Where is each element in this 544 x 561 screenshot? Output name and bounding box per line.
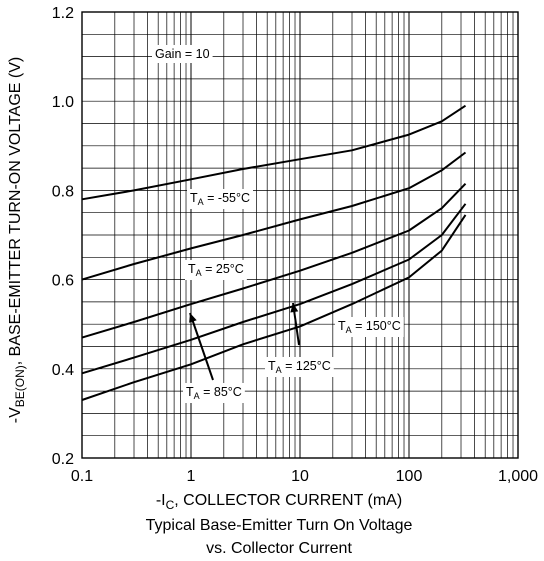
label-tA-125-bg: [265, 357, 334, 377]
label-tA-minus55-bg: [187, 189, 253, 209]
y-tick-label: 1.0: [52, 94, 74, 111]
label-tA-85-text: TA = 85°C: [186, 385, 242, 401]
label-tA-150: TA = 150°C: [335, 317, 404, 337]
arrow-tA-85: [189, 312, 214, 381]
chart-subtitle: vs. Collector Current: [206, 540, 352, 557]
series-line-0: [81, 104, 467, 201]
x-tick-label: 100: [396, 468, 423, 485]
label-tA-125-text: TA = 125°C: [268, 359, 331, 375]
label-tA-25: TA = 25°C: [185, 260, 247, 280]
label-tA-125: TA = 125°C: [265, 357, 334, 377]
gain-note-bg: [152, 45, 213, 63]
gain-note-text: Gain = 10: [155, 47, 210, 61]
x-tick-label: 1,000: [498, 468, 538, 485]
label-tA-150-text: TA = 150°C: [338, 319, 401, 335]
x-tick-labels: 0.1 1 10 100 1,000: [71, 468, 538, 485]
x-tick-label: 0.1: [71, 468, 93, 485]
arrow-tA-125-head: [290, 303, 299, 313]
grid: [81, 11, 518, 459]
x-tick-label: 1: [187, 468, 196, 485]
label-tA-minus55-text: TA = -55°C: [190, 191, 250, 207]
series-line-4: [81, 214, 467, 401]
label-tA-85: TA = 85°C: [183, 383, 245, 403]
plot-frame: [81, 11, 519, 459]
y-tick-labels: 0.2 0.4 0.6 0.8 1.0 1.2: [52, 5, 74, 468]
label-tA-25-text: TA = 25°C: [188, 262, 244, 278]
label-tA-25-bg: [185, 260, 247, 280]
label-tA-150-bg: [335, 317, 404, 337]
label-tA-85-bg: [183, 383, 245, 403]
y-axis-label: -VBE(ON), BASE-EMITTER TURN-ON VOLTAGE (…: [7, 57, 27, 423]
series-lines: [81, 104, 467, 401]
series-line-2: [81, 183, 467, 339]
y-tick-label: 0.2: [52, 451, 74, 468]
x-axis-label: -IC, COLLECTOR CURRENT (mA): [156, 492, 402, 512]
gain-note: Gain = 10: [152, 45, 213, 63]
series-line-3: [81, 203, 467, 375]
annotations: Gain = 10 TA = -55°C TA = 25°C TA = 150°C TA…: [152, 45, 404, 403]
y-tick-label: 0.6: [52, 273, 74, 290]
series-line-1: [81, 151, 467, 281]
y-tick-label: 0.4: [52, 362, 74, 379]
label-tA-minus55: TA = -55°C: [187, 189, 253, 209]
y-tick-label: 0.8: [52, 183, 74, 200]
y-tick-label: 1.2: [52, 5, 74, 22]
arrow-tA-85-head: [189, 313, 197, 323]
chart-title: Typical Base-Emitter Turn On Voltage: [146, 517, 413, 534]
x-tick-label: 10: [291, 468, 309, 485]
